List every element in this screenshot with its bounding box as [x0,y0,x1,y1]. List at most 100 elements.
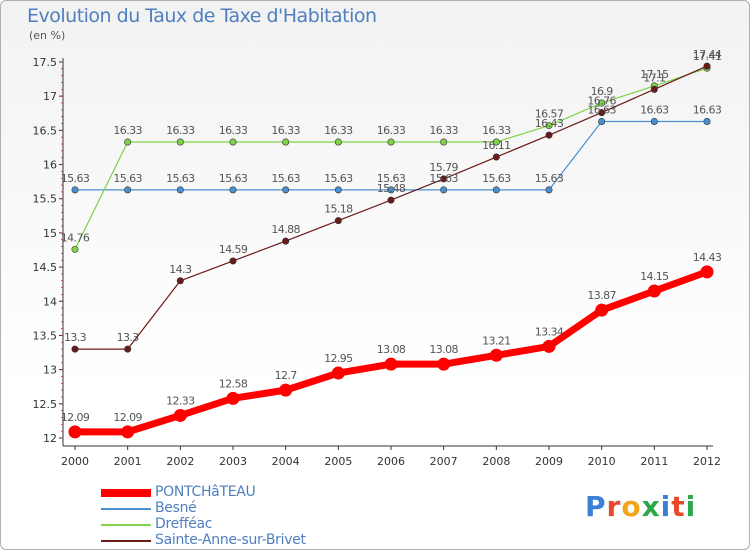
data-label: 15.63 [166,172,195,185]
legend-label: Drefféac [155,516,213,532]
data-point [387,196,395,204]
data-label: 17.44 [693,48,722,61]
data-label: 14.88 [271,223,300,236]
data-label: 16.33 [166,124,195,137]
x-tick-label: 2000 [61,455,89,468]
data-label: 16.76 [587,95,616,108]
data-point [545,122,553,130]
proxiti-logo: Proxiti [585,490,696,523]
legend-swatch [101,508,151,510]
data-label: 16.43 [535,117,564,130]
data-label: 17.41 [693,50,722,63]
data-label: 16.33 [113,124,142,137]
legend-swatch [101,524,151,526]
data-label: 13.21 [482,334,511,347]
chart-title: Evolution du Taux de Taxe d'Habitation [27,5,377,27]
x-tick-label: 2011 [640,455,668,468]
data-label: 15.63 [219,172,248,185]
y-tick-label: 14 [43,295,57,308]
data-label: 15.18 [324,203,353,216]
y-tick-label: 13 [43,364,57,377]
data-label: 16.33 [271,124,300,137]
data-point [384,357,398,371]
data-point [598,109,606,117]
data-point [440,138,448,146]
data-point [124,345,132,353]
data-label: 15.63 [429,172,458,185]
data-point [282,186,290,194]
logo-letter: o [621,490,642,523]
logo-letter: P [585,490,607,523]
data-labels: 12.09 12.09 12.33 12.58 12.7 12.95 13.08 13.08 1… [61,48,723,424]
data-point [647,284,661,298]
data-label: 16.63 [640,103,669,116]
data-label: 12.7 [275,369,298,382]
data-label: 12.95 [324,352,353,365]
data-label: 13.3 [117,331,140,344]
data-point [650,117,658,125]
y-tick-label: 14.5 [33,261,58,274]
x-tick-label: 2004 [272,455,300,468]
series-layer [68,62,714,439]
data-point [71,186,79,194]
data-point [489,348,503,362]
y-tick-label: 13.5 [33,329,58,342]
data-label: 14.76 [61,231,90,244]
data-label: 13.34 [535,325,564,338]
data-point [703,117,711,125]
data-point [176,138,184,146]
logo-letter: x [641,490,661,523]
data-label: 15.63 [113,172,142,185]
y-tick-label: 15 [43,227,57,240]
logo-letter: t [671,490,686,523]
data-label: 12.09 [113,411,142,424]
data-label: 15.63 [324,172,353,185]
data-point [68,425,82,439]
data-label: 14.15 [640,270,669,283]
data-point [229,257,237,265]
legend-label: PONTCHâTEAU [155,484,256,500]
logo-letter: r [606,490,622,523]
data-label: 13.08 [377,343,406,356]
data-point [334,186,342,194]
y-tick-label: 16 [43,159,57,172]
data-point [440,186,448,194]
data-label: 17.15 [640,68,669,81]
data-label: 12.09 [61,411,90,424]
data-label: 16.63 [587,103,616,116]
data-point [387,186,395,194]
data-point [124,186,132,194]
data-label: 12.58 [219,377,248,390]
data-label: 16.33 [482,124,511,137]
data-label: 16.33 [377,124,406,137]
data-label: 15.79 [429,161,458,174]
data-label: 14.43 [693,251,722,264]
data-label: 13.3 [64,331,87,344]
data-point [492,153,500,161]
data-point [440,175,448,183]
data-label: 15.63 [377,172,406,185]
data-label: 15.63 [61,172,90,185]
data-label: 16.57 [535,108,564,121]
x-tick-label: 2008 [482,455,510,468]
data-point [545,131,553,139]
data-point [387,138,395,146]
legend-label: Sainte-Anne-sur-Brivet [155,532,306,548]
data-point [279,383,293,397]
data-point [598,99,606,107]
legend-label: Besné [155,500,197,516]
data-point [492,138,500,146]
data-point [492,186,500,194]
data-point [282,237,290,245]
data-label: 15.48 [377,182,406,195]
data-point [334,138,342,146]
x-tick-label: 2005 [324,455,352,468]
data-point [703,62,711,70]
data-label: 14.3 [169,263,192,276]
y-tick-label: 12.5 [33,398,58,411]
data-point [173,408,187,422]
data-point [542,339,556,353]
data-label: 16.9 [591,85,614,98]
